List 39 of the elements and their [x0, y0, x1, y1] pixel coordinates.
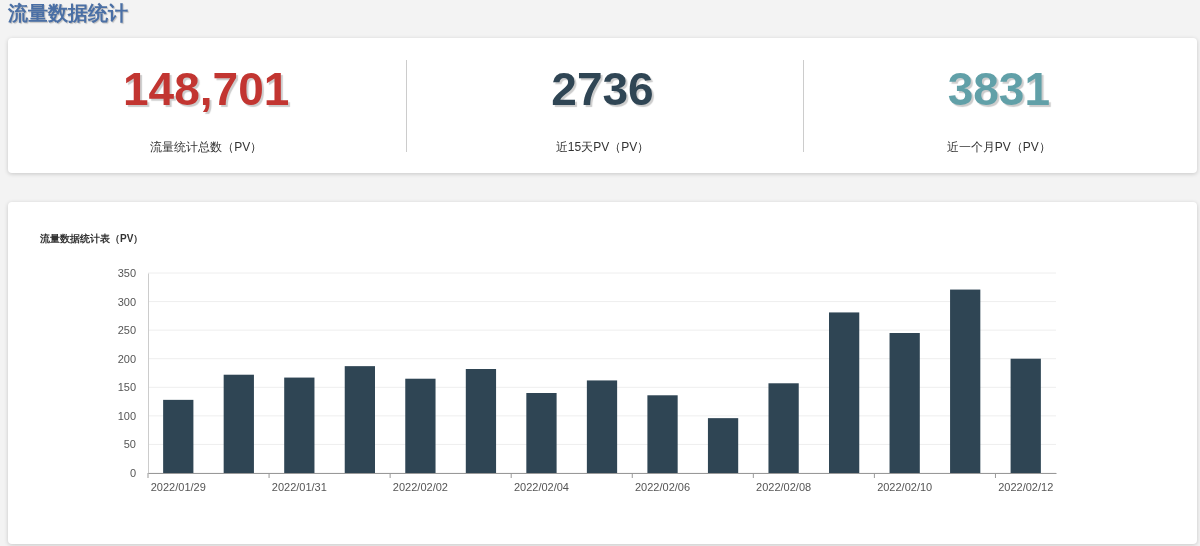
bar: [344, 366, 375, 473]
bar: [647, 395, 678, 473]
x-tick-label: 2022/02/08: [756, 480, 812, 493]
x-tick-label: 2022/02/04: [513, 480, 569, 493]
x-tick-label: 2022/02/12: [998, 480, 1054, 493]
y-tick-label: 350: [117, 267, 136, 280]
bar: [465, 369, 497, 473]
bar: [163, 399, 194, 473]
x-tick-label: 2022/01/29: [150, 480, 206, 493]
category-label: 近15天PV（PV）: [554, 139, 651, 156]
category-label: 流量统计总数（PV）: [149, 139, 264, 156]
x-tick-label: 2022/02/06: [635, 480, 691, 493]
bar: [889, 333, 920, 473]
x-tick-label: 2022/02/02: [392, 480, 448, 493]
bar: [707, 418, 739, 473]
y-tick-label: 0: [129, 467, 136, 480]
bar: [1010, 358, 1041, 473]
y-tick-label: 300: [117, 295, 136, 308]
text: 3831: [946, 62, 1051, 116]
bar: [586, 380, 618, 473]
y-tick-label: 150: [117, 381, 136, 394]
bar: [284, 377, 315, 473]
y-tick-label: 50: [123, 438, 136, 451]
x-tick-label: 2022/02/10: [877, 480, 933, 493]
y-tick-label: 250: [117, 324, 136, 337]
bar: [768, 383, 799, 473]
x-tick-label: 2022/01/31: [271, 480, 327, 493]
bar: [223, 374, 254, 473]
text: 148,701: [122, 62, 291, 116]
text: 2736: [550, 62, 655, 116]
y-tick-label: 200: [117, 352, 136, 365]
chart-title: 流量数据统计表（PV）: [39, 233, 144, 244]
y-tick-label: 100: [117, 409, 136, 422]
bar: [526, 393, 557, 473]
bar: [405, 378, 436, 473]
bar: [829, 312, 860, 473]
text: 流量数据统计: [8, 1, 128, 26]
bar: [950, 289, 981, 473]
category-label: 近一个月PV（PV）: [945, 139, 1052, 156]
